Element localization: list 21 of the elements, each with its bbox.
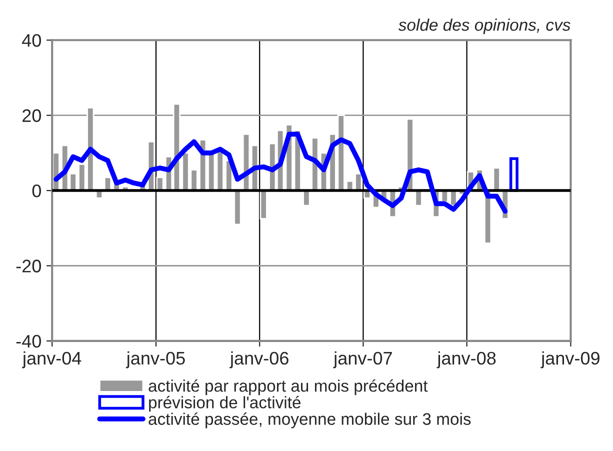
bar: [260, 190, 268, 220]
legend-label: activité par rapport au mois précédent: [148, 379, 428, 396]
x-tick-label: janv-04: [22, 351, 82, 368]
x-tick-label: janv-07: [333, 351, 392, 368]
y-tick-label: 20: [22, 109, 41, 122]
y-tick-label: -40: [16, 334, 41, 348]
legend-label: prévision de l'activité: [149, 396, 301, 412]
y-tick-label: -20: [16, 260, 41, 272]
legend-label: activité passée, moyenne mobile sur 3 mois: [148, 412, 471, 428]
x-tick-label: janv-05: [126, 351, 185, 368]
y-tick-label: 0: [32, 184, 41, 198]
text: solde des opinions, cvs: [398, 18, 570, 34]
x-tick-label: janv-08: [436, 351, 496, 368]
line-series: [54, 132, 508, 214]
bar: [414, 190, 422, 206]
x-tick-label: janv-06: [230, 351, 288, 368]
x-tick-label: janv-09: [540, 351, 600, 368]
bar: [234, 190, 242, 226]
bar: [509, 157, 518, 192]
y-tick-label: 40: [22, 34, 41, 47]
bar: [302, 190, 310, 206]
